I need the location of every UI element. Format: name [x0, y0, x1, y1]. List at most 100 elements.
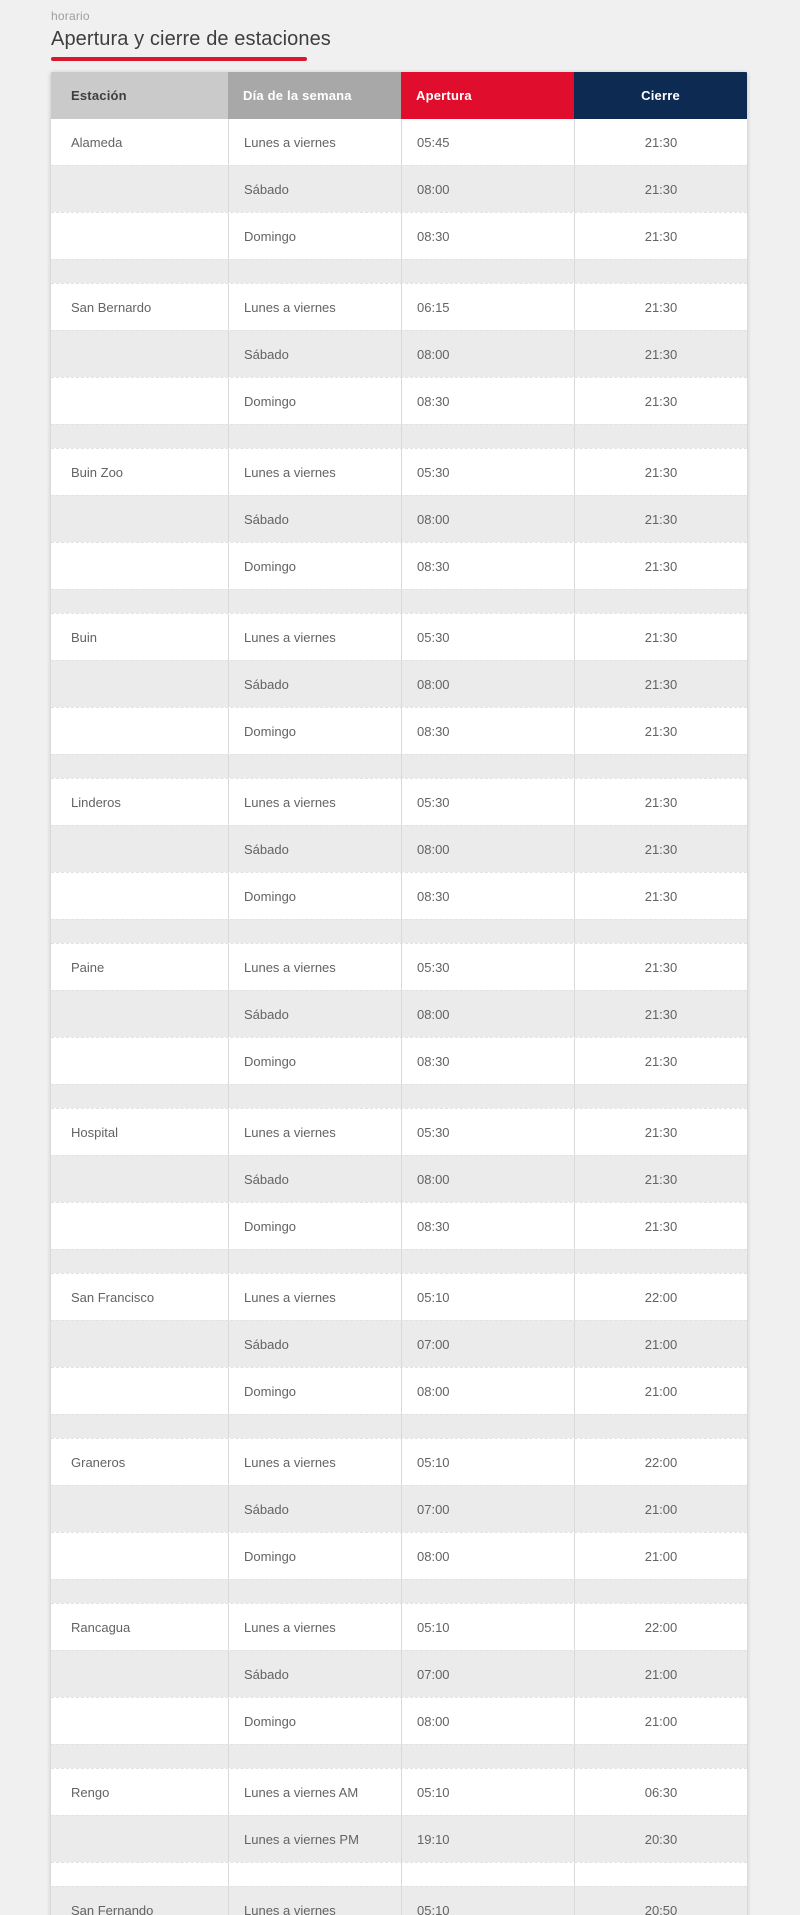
- station-cell: [51, 1156, 228, 1202]
- day-cell: Domingo: [228, 1203, 401, 1249]
- open-time-cell: 05:30: [401, 944, 574, 990]
- table-row: Sábado 08:00 21:30: [51, 495, 747, 542]
- day-cell: Lunes a viernes: [228, 944, 401, 990]
- table-row: Domingo 08:00 21:00: [51, 1367, 747, 1414]
- open-time-cell: 06:15: [401, 284, 574, 330]
- day-cell: Domingo: [228, 1368, 401, 1414]
- table-row: Rancagua Lunes a viernes 05:10 22:00: [51, 1603, 747, 1650]
- station-cell: [51, 708, 228, 754]
- open-time-cell: 08:00: [401, 496, 574, 542]
- close-time-cell: 20:50: [574, 1887, 747, 1915]
- close-time-cell: 21:00: [574, 1698, 747, 1744]
- open-time-cell: [401, 755, 574, 778]
- open-time-cell: 05:10: [401, 1604, 574, 1650]
- open-time-cell: 05:10: [401, 1769, 574, 1815]
- day-cell: [228, 755, 401, 778]
- close-time-cell: 21:30: [574, 543, 747, 589]
- open-time-cell: 08:30: [401, 708, 574, 754]
- spacer-row: [51, 1744, 747, 1768]
- table-row: Sábado 07:00 21:00: [51, 1650, 747, 1697]
- day-cell: Lunes a viernes PM: [228, 1816, 401, 1862]
- table-row: Domingo 08:30 21:30: [51, 1037, 747, 1084]
- table-row: San Francisco Lunes a viernes 05:10 22:00: [51, 1273, 747, 1320]
- header-apertura: Apertura: [401, 72, 574, 119]
- open-time-cell: [401, 590, 574, 613]
- day-cell: Sábado: [228, 826, 401, 872]
- table-row: Hospital Lunes a viernes 05:30 21:30: [51, 1108, 747, 1155]
- close-time-cell: [574, 1415, 747, 1438]
- close-time-cell: 22:00: [574, 1604, 747, 1650]
- open-time-cell: 08:00: [401, 826, 574, 872]
- station-cell: [51, 1863, 228, 1886]
- day-cell: Domingo: [228, 378, 401, 424]
- spacer-row: [51, 1084, 747, 1108]
- close-time-cell: 21:30: [574, 378, 747, 424]
- close-time-cell: 21:00: [574, 1486, 747, 1532]
- header-day-of-week: Día de la semana: [228, 72, 401, 119]
- table-body: Alameda Lunes a viernes 05:45 21:30 Sábado 08…: [51, 119, 747, 1915]
- station-cell: San Fernando: [71, 1902, 154, 1915]
- close-time-cell: 21:30: [574, 284, 747, 330]
- stations-schedule-table: Estación Día de la semana Apertura Cierr…: [51, 72, 747, 1915]
- day-cell: Sábado: [228, 1651, 401, 1697]
- day-cell: Sábado: [228, 1486, 401, 1532]
- header-cierre: Cierre: [574, 72, 747, 119]
- day-cell: Sábado: [228, 1156, 401, 1202]
- day-cell: Sábado: [228, 1321, 401, 1367]
- close-time-cell: 21:30: [574, 1203, 747, 1249]
- station-cell: [51, 991, 228, 1037]
- station-cell: [51, 543, 228, 589]
- day-cell: Lunes a viernes: [228, 614, 401, 660]
- station-cell: Buin: [71, 629, 98, 645]
- open-time-cell: 07:00: [401, 1651, 574, 1697]
- station-cell: [51, 920, 228, 943]
- station-cell: [51, 1698, 228, 1744]
- station-cell: Buin Zoo: [71, 464, 124, 480]
- day-cell: Domingo: [228, 873, 401, 919]
- day-cell: Domingo: [228, 1533, 401, 1579]
- table-row: Sábado 08:00 21:30: [51, 825, 747, 872]
- open-time-cell: 08:30: [401, 1203, 574, 1249]
- table-row: Sábado 08:00 21:30: [51, 330, 747, 377]
- day-cell: Lunes a viernes: [228, 1439, 401, 1485]
- open-time-cell: [401, 1580, 574, 1603]
- day-cell: Sábado: [228, 166, 401, 212]
- table-row: Sábado 08:00 21:30: [51, 990, 747, 1037]
- table-row: Linderos Lunes a viernes 05:30 21:30: [51, 778, 747, 825]
- spacer-row: [51, 1249, 747, 1273]
- close-time-cell: 21:30: [574, 213, 747, 259]
- close-time-cell: [574, 1085, 747, 1108]
- day-cell: Lunes a viernes: [228, 779, 401, 825]
- close-time-cell: 22:00: [574, 1274, 747, 1320]
- open-time-cell: 08:00: [401, 166, 574, 212]
- day-cell: [228, 1415, 401, 1438]
- close-time-cell: 06:30: [574, 1769, 747, 1815]
- day-cell: [228, 425, 401, 448]
- open-time-cell: 05:45: [401, 119, 574, 165]
- open-time-cell: [401, 1085, 574, 1108]
- close-time-cell: 21:30: [574, 873, 747, 919]
- station-cell: [51, 755, 228, 778]
- station-cell: [51, 378, 228, 424]
- station-cell: Graneros: [71, 1454, 126, 1470]
- close-time-cell: [574, 1745, 747, 1768]
- eyebrow-label: horario: [51, 9, 90, 23]
- day-cell: [228, 920, 401, 943]
- close-time-cell: 21:30: [574, 991, 747, 1037]
- open-time-cell: 05:10: [401, 1887, 574, 1915]
- open-time-cell: 08:30: [401, 543, 574, 589]
- day-cell: [228, 260, 401, 283]
- station-cell: [51, 1533, 228, 1579]
- table-row: Domingo 08:00 21:00: [51, 1532, 747, 1579]
- close-time-cell: [574, 920, 747, 943]
- table-row: Domingo 08:30 21:30: [51, 707, 747, 754]
- station-cell: San Francisco: [71, 1289, 155, 1305]
- close-time-cell: [574, 425, 747, 448]
- day-cell: Lunes a viernes: [228, 284, 401, 330]
- day-cell: Domingo: [228, 1698, 401, 1744]
- table-row: San Fernando Lunes a viernes 05:10 20:50: [51, 1886, 747, 1915]
- station-cell: [51, 1816, 228, 1862]
- close-time-cell: [574, 260, 747, 283]
- open-time-cell: 08:00: [401, 1156, 574, 1202]
